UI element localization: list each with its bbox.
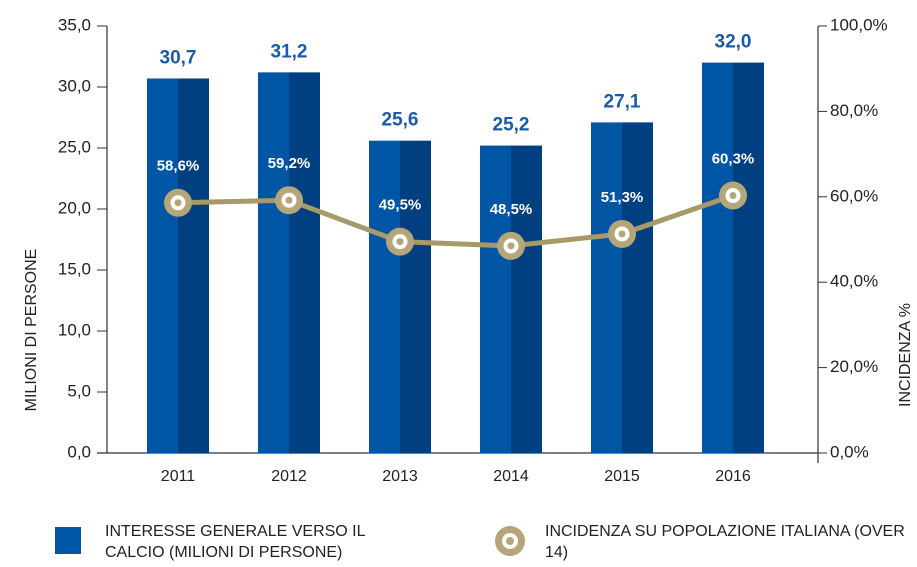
x-tick-label: 2016: [715, 468, 751, 485]
legend-marker: [495, 526, 525, 556]
line-value-label: 58,6%: [157, 158, 200, 175]
marker-core: [729, 192, 737, 200]
y-tick-label: 0,0: [67, 442, 91, 461]
y2-tick-label: 80,0%: [830, 101, 878, 120]
bar-value-label: 27,1: [604, 91, 641, 112]
line-value-label: 59,2%: [268, 155, 311, 172]
bar: [591, 122, 653, 453]
bar-value-label: 32,0: [715, 32, 752, 53]
y-tick-label: 20,0: [58, 198, 91, 217]
line-value-label: 49,5%: [379, 197, 422, 214]
y2-tick-label: 0,0%: [830, 442, 869, 461]
y-axis-title: MILIONI DI PERSONE: [23, 249, 40, 412]
line: [177, 193, 734, 249]
bar: [258, 72, 320, 454]
y2-tick-label: 60,0%: [830, 186, 878, 205]
y-tick-label: 10,0: [58, 320, 91, 339]
y2-tick-label: 40,0%: [830, 272, 878, 291]
y-tick-label: 5,0: [67, 381, 91, 400]
x-tick-label: 2015: [604, 468, 640, 485]
bar: [480, 145, 542, 453]
y-tick-label: 15,0: [58, 259, 91, 278]
x-tick-label: 2013: [382, 468, 418, 485]
marker-core: [507, 242, 515, 250]
y2-tick-label: 20,0%: [830, 357, 878, 376]
line-value-label: 51,3%: [601, 189, 644, 206]
bar-value-label: 25,2: [493, 115, 530, 136]
bar: [147, 78, 209, 454]
x-tick-label: 2012: [271, 468, 307, 485]
bar-value-label: 31,2: [271, 41, 308, 62]
legend-label: INCIDENZA SU POPOLAZIONE ITALIANA (OVER …: [545, 523, 905, 561]
bar: [369, 140, 431, 453]
marker-core: [396, 238, 404, 246]
y2-axis-title: INCIDENZA %: [897, 303, 914, 407]
marker-core: [285, 196, 293, 204]
line-value-label: 48,5%: [490, 201, 533, 218]
y2-tick-label: 100,0%: [830, 15, 888, 34]
y-tick-label: 30,0: [58, 76, 91, 95]
y-tick-label: 35,0: [58, 15, 91, 34]
x-tick-label: 2011: [161, 468, 196, 485]
legend-swatch: [55, 527, 81, 554]
y-tick-label: 25,0: [58, 137, 91, 156]
marker-core: [174, 199, 182, 207]
bar-value-label: 25,6: [382, 110, 419, 131]
bar: [702, 62, 764, 453]
bar-value-label: 30,7: [160, 47, 197, 68]
line-value-label: 60,3%: [712, 150, 755, 167]
x-tick-label: 2014: [493, 468, 529, 485]
legend-label: INTERESSE GENERALE VERSO IL CALCIO (MILI…: [105, 523, 365, 561]
marker-core: [618, 230, 626, 238]
